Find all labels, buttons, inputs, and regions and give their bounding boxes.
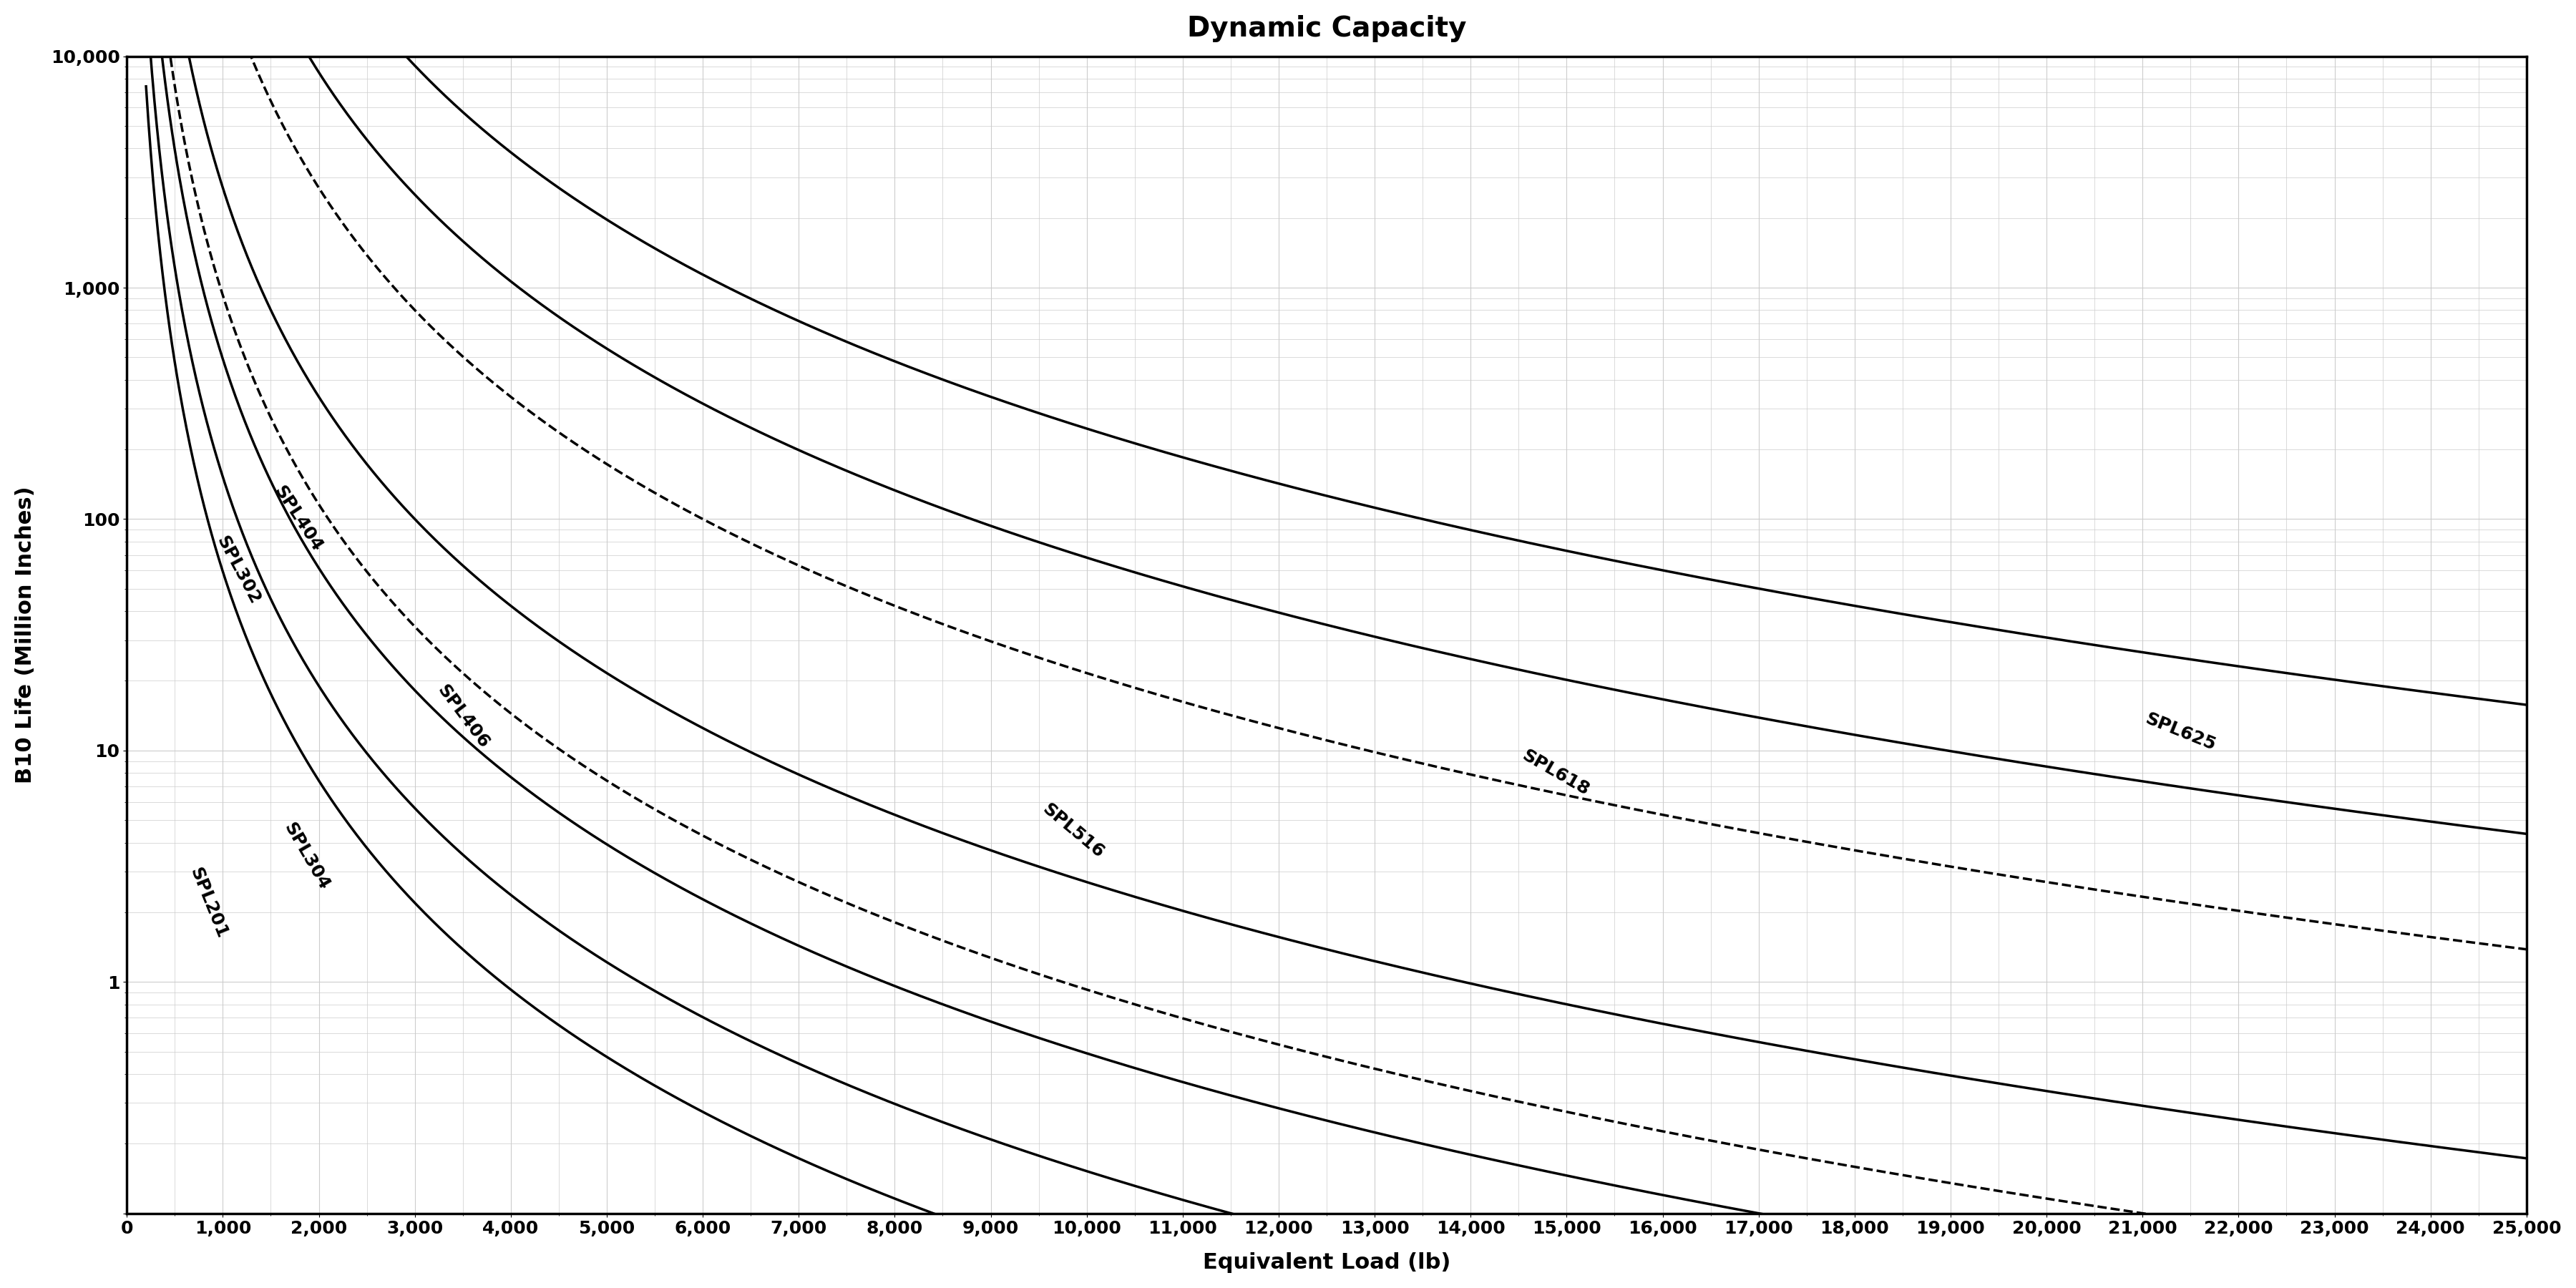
Text: SPL516: SPL516 (1038, 800, 1108, 862)
Text: SPL304: SPL304 (281, 819, 332, 893)
X-axis label: Equivalent Load (lb): Equivalent Load (lb) (1203, 1252, 1450, 1273)
Text: SPL618: SPL618 (1520, 747, 1592, 799)
Text: SPL406: SPL406 (433, 681, 492, 752)
Text: SPL404: SPL404 (270, 483, 327, 555)
Text: SPL302: SPL302 (214, 533, 263, 608)
Text: SPL625: SPL625 (2143, 710, 2218, 753)
Title: Dynamic Capacity: Dynamic Capacity (1188, 15, 1466, 43)
Text: SPL201: SPL201 (185, 864, 229, 940)
Y-axis label: B10 Life (Million Inches): B10 Life (Million Inches) (15, 486, 36, 783)
